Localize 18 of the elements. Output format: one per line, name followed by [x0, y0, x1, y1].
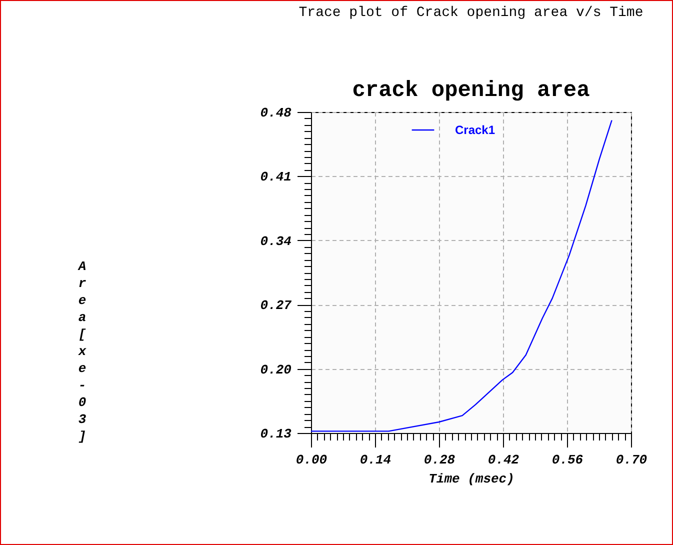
x-axis-title: Time (msec)	[428, 472, 514, 486]
x-tick-label: 0.42	[488, 452, 520, 468]
chart-subtitle: crack opening area	[352, 78, 590, 103]
chart-title: Trace plot of Crack opening area v/s Time	[298, 5, 644, 21]
x-tick-label: 0.00	[296, 452, 328, 468]
x-tick-label: 0.56	[552, 452, 584, 468]
x-tick-label: 0.28	[424, 452, 456, 468]
y-tick-label: 0.48	[260, 106, 292, 120]
x-tick-label: 0.70	[616, 452, 648, 468]
line-series	[310, 120, 612, 432]
y-tick-label: 0.20	[260, 362, 292, 378]
y-tick-label: 0.41	[260, 170, 292, 185]
y-tick-label: 0.27	[260, 298, 292, 314]
text: Area[xe-03]	[78, 259, 86, 444]
y-tick-label: 0.13	[260, 426, 292, 442]
legend-label: Crack1	[455, 123, 496, 137]
y-tick-label: 0.34	[260, 234, 292, 249]
x-tick-label: 0.14	[360, 452, 392, 468]
